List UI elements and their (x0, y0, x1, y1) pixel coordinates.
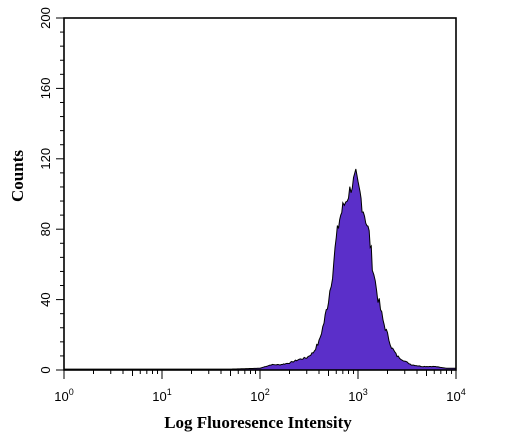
x-tick-label: 102 (250, 387, 269, 404)
tick-labels-layer: 100 101 102 103 104 0 40 80 120 160 200 (38, 7, 466, 404)
histogram-outline (64, 168, 456, 370)
x-tick-label: 101 (152, 387, 171, 404)
y-axis-title: Counts (8, 150, 27, 202)
x-tick-label: 104 (446, 387, 465, 404)
y-tick-label: 0 (38, 366, 53, 373)
y-tick-label: 160 (38, 78, 53, 100)
x-tick-label: 100 (54, 387, 73, 404)
y-tick-label: 80 (38, 222, 53, 236)
y-tick-label: 40 (38, 292, 53, 306)
x-tick-label: 103 (348, 387, 367, 404)
ticks-layer (56, 17, 457, 379)
series-layer (64, 168, 456, 370)
plot-frame (63, 17, 457, 371)
y-tick-label: 200 (38, 7, 53, 29)
y-tick-label: 120 (38, 148, 53, 170)
axes-layer (63, 17, 457, 371)
histogram-fill (64, 168, 456, 370)
x-axis-title: Log Fluoresence Intensity (164, 413, 352, 432)
